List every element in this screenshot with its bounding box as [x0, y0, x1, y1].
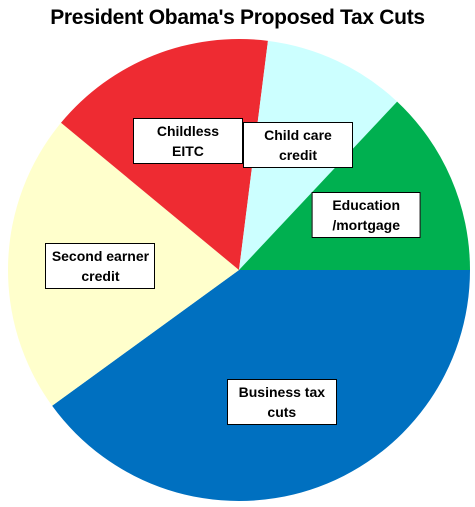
- slice-label: Second earner credit: [45, 242, 156, 289]
- slice-label: Business tax cuts: [226, 378, 337, 425]
- slice-label: Education /mortgage: [311, 191, 421, 238]
- slice-label: Child care credit: [243, 121, 353, 168]
- chart-title: President Obama's Proposed Tax Cuts: [50, 6, 425, 29]
- slice-label: Childless EITC: [132, 118, 243, 165]
